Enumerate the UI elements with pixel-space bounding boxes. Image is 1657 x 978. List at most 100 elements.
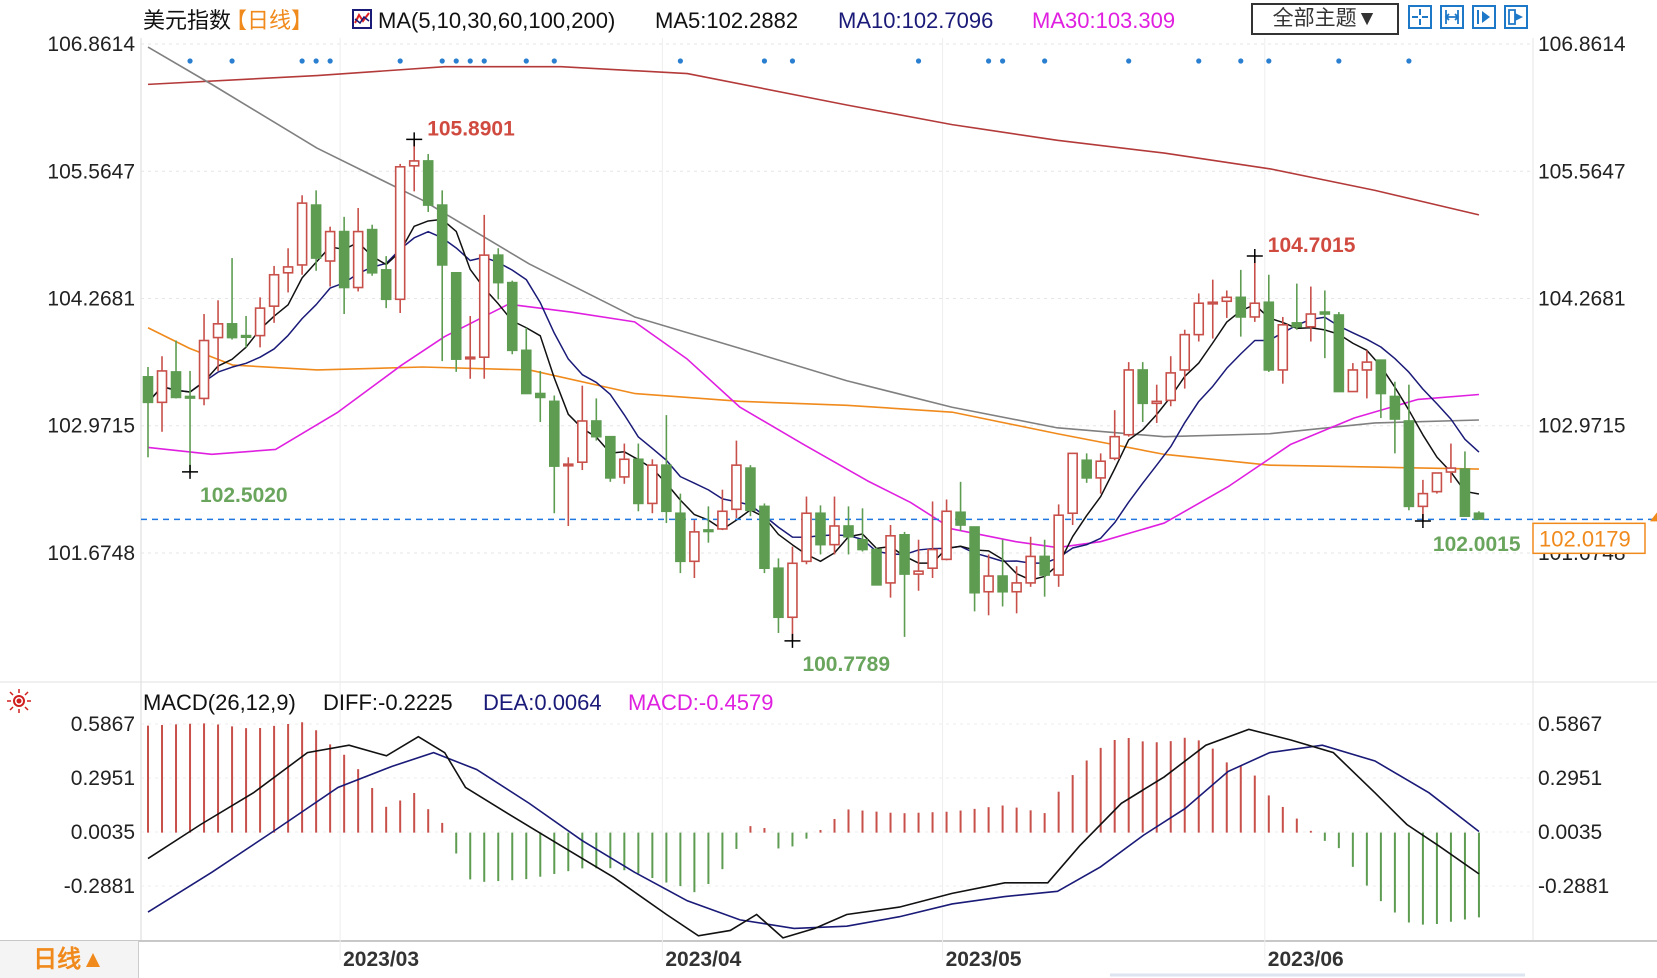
signal-marker: [313, 58, 319, 64]
crosshair-button[interactable]: [1408, 5, 1432, 29]
candle-up: [212, 323, 224, 339]
candle-up: [983, 575, 994, 593]
low-price-label: 100.7789: [802, 653, 890, 676]
candle-down: [1263, 301, 1275, 371]
x-axis-date-label: 2023/03: [343, 948, 419, 971]
candle-up: [296, 202, 308, 266]
candle-down: [1235, 296, 1247, 318]
candle-down: [520, 349, 532, 395]
candle-up: [324, 230, 336, 262]
candle-down: [450, 271, 462, 360]
candle-down: [338, 230, 350, 289]
price-tick-right: 105.5647: [1538, 160, 1626, 183]
candle-up: [1277, 324, 1289, 371]
candle-down: [142, 376, 154, 404]
signal-marker: [299, 58, 305, 64]
candle-down: [997, 575, 1008, 593]
candle-up: [927, 548, 938, 569]
candle-up: [1445, 467, 1457, 473]
signal-marker: [1238, 58, 1244, 64]
candle-up: [478, 254, 490, 358]
candle-down: [1081, 459, 1092, 479]
candle-down: [955, 511, 966, 526]
macd-tick-right: 0.2951: [1538, 767, 1602, 790]
macd-diff-line: [147, 728, 1480, 939]
price-tick-left: 101.6748: [47, 542, 135, 565]
candle-down: [899, 534, 910, 575]
candle-down: [492, 254, 504, 284]
ma-params: MA(5,10,30,60,100,200): [378, 8, 616, 33]
last-price-box: [1532, 522, 1646, 555]
candle-up: [1165, 372, 1177, 402]
zoom-range-button[interactable]: [1440, 5, 1464, 29]
x-axis-date-label: 2023/06: [1268, 948, 1344, 971]
macd-layer: [147, 722, 1480, 939]
candle-down: [1291, 322, 1303, 328]
signal-marker: [761, 58, 768, 64]
candle-down: [591, 420, 602, 438]
price-tick-right: 104.2681: [1538, 288, 1626, 311]
signal-marker: [327, 58, 333, 64]
candle-up: [1305, 313, 1317, 328]
candle-up: [464, 356, 476, 360]
high-price-label: 105.8901: [427, 117, 515, 140]
candle-down: [759, 505, 770, 569]
candle-up: [1053, 514, 1064, 576]
ma10-value: MA10:102.7096: [838, 8, 994, 33]
candle-up: [1249, 302, 1261, 318]
candle-up: [198, 339, 210, 400]
candlestick-layer: [142, 139, 1485, 641]
macd-settings-icon[interactable]: [6, 688, 32, 714]
ma-indicator-icon[interactable]: [352, 9, 372, 29]
moving-average-layer: [141, 46, 1657, 581]
candle-up: [913, 570, 924, 575]
macd-tick-left: -0.2881: [64, 875, 135, 898]
candle-up: [394, 166, 406, 301]
candle-down: [605, 435, 616, 479]
step-forward-button[interactable]: [1472, 5, 1496, 29]
candle-down: [534, 392, 546, 399]
candle-up: [1347, 369, 1359, 393]
candle-down: [1403, 420, 1415, 508]
candle-up: [1095, 460, 1106, 479]
candle-up: [1179, 333, 1191, 371]
candle-down: [170, 371, 182, 399]
high-price-label: 104.7015: [1268, 234, 1356, 257]
candle-down: [1137, 369, 1149, 405]
x-axis-date-label: 2023/04: [665, 948, 741, 971]
signal-marker: [1000, 58, 1006, 64]
candle-up: [1011, 582, 1022, 593]
macd-tick-left: 0.0035: [71, 821, 135, 844]
candle-down: [675, 512, 686, 563]
go-to-end-button[interactable]: [1504, 5, 1528, 29]
candle-down: [422, 160, 434, 206]
signal-marker: [523, 58, 529, 64]
candle-down: [1473, 512, 1485, 520]
candle-down: [1333, 314, 1345, 393]
candle-up: [408, 160, 420, 167]
candle-up: [1417, 492, 1429, 508]
candle-down: [1039, 555, 1050, 576]
theme-dropdown-button[interactable]: 全部主题▼: [1251, 3, 1399, 35]
candle-down: [1375, 359, 1387, 395]
candle-up: [1109, 435, 1120, 460]
signal-marker: [1042, 58, 1048, 64]
chart-title: 美元指数: [143, 8, 232, 33]
candle-up: [352, 230, 364, 289]
signal-marker: [1336, 58, 1342, 64]
ma-line-ma100: [147, 46, 1479, 438]
signal-marker: [1126, 58, 1132, 64]
candle-up: [885, 535, 896, 584]
candle-down: [226, 323, 238, 339]
price-tick-left: 106.8614: [47, 33, 135, 56]
macd-diff-value: DIFF:-0.2225: [323, 690, 453, 715]
candle-up: [562, 463, 574, 467]
step-forward-icon: [1477, 10, 1490, 24]
candle-up: [801, 512, 812, 563]
period-selector-button[interactable]: 日线▲: [0, 941, 139, 978]
candle-up: [829, 525, 840, 546]
candle-down: [843, 525, 854, 538]
candle-down: [857, 538, 868, 551]
extreme-marker: [1246, 248, 1263, 263]
